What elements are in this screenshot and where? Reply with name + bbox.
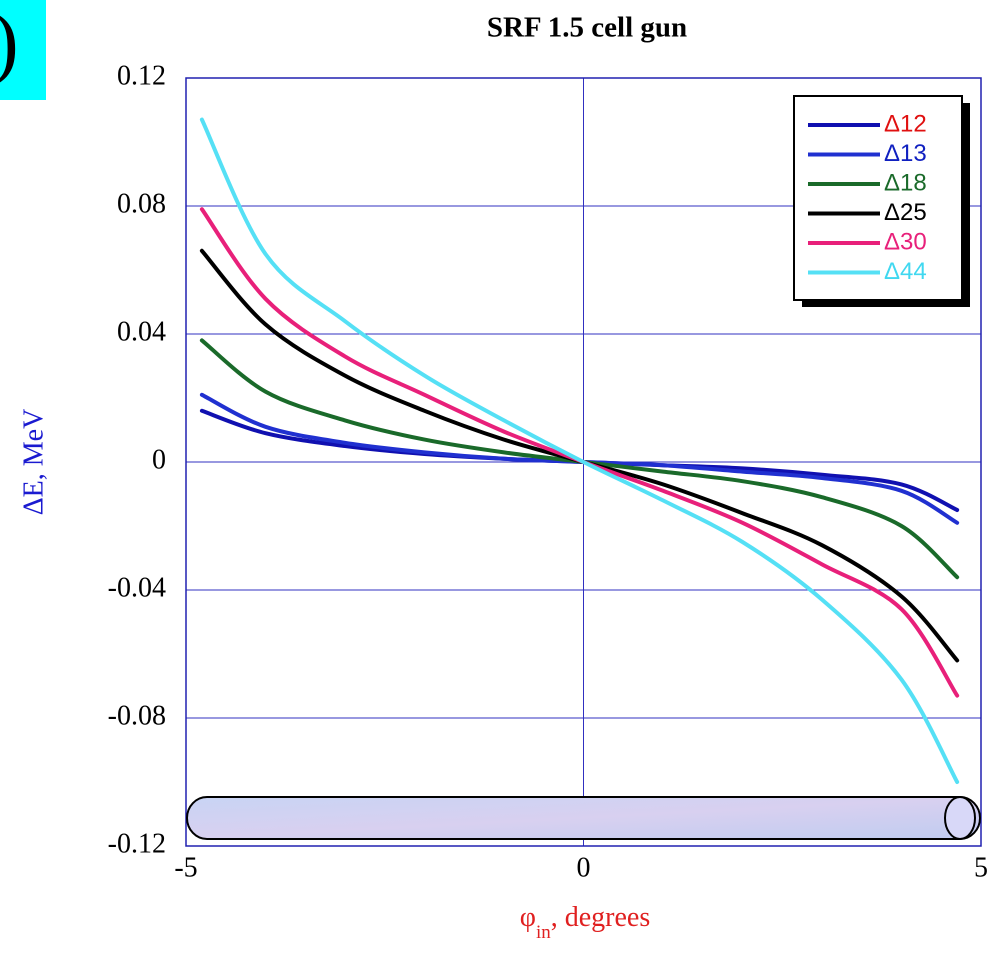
x-label-sub: in xyxy=(536,922,551,943)
x-label-symbol: φ xyxy=(520,902,536,933)
y-tick-label: 0.04 xyxy=(117,316,166,347)
x-axis-label: φin, degrees xyxy=(520,902,650,943)
chart-title: SRF 1.5 cell gun xyxy=(487,12,687,44)
legend-label: Δ13 xyxy=(884,140,927,167)
panel-label: ) xyxy=(0,0,19,86)
y-tick-label: 0.12 xyxy=(117,60,166,91)
y-tick-label: -0.12 xyxy=(108,828,166,859)
data-line xyxy=(199,248,960,663)
y-tick-label: -0.08 xyxy=(108,700,166,731)
panel-label-box xyxy=(0,0,46,100)
x-tick-label: 0 xyxy=(577,852,591,883)
legend-label: Δ12 xyxy=(884,110,927,137)
legend-box xyxy=(793,95,963,301)
legend-label: Δ44 xyxy=(884,258,927,285)
y-tick-label: -0.04 xyxy=(108,572,166,603)
data-line xyxy=(199,117,960,784)
x-tick-label: 5 xyxy=(974,852,988,883)
legend-label: Δ25 xyxy=(884,199,927,226)
y-tick-label: 0.08 xyxy=(117,188,166,219)
x-label-rest: , degrees xyxy=(551,902,651,933)
y-tick-label: 0 xyxy=(152,444,166,475)
y-axis-label: ΔE, MeV xyxy=(18,409,49,516)
legend-label: Δ30 xyxy=(884,228,927,255)
x-tick-label: -5 xyxy=(174,852,197,883)
legend-label: Δ18 xyxy=(884,169,927,196)
plot-frame xyxy=(185,77,982,847)
cylinder xyxy=(186,796,981,840)
